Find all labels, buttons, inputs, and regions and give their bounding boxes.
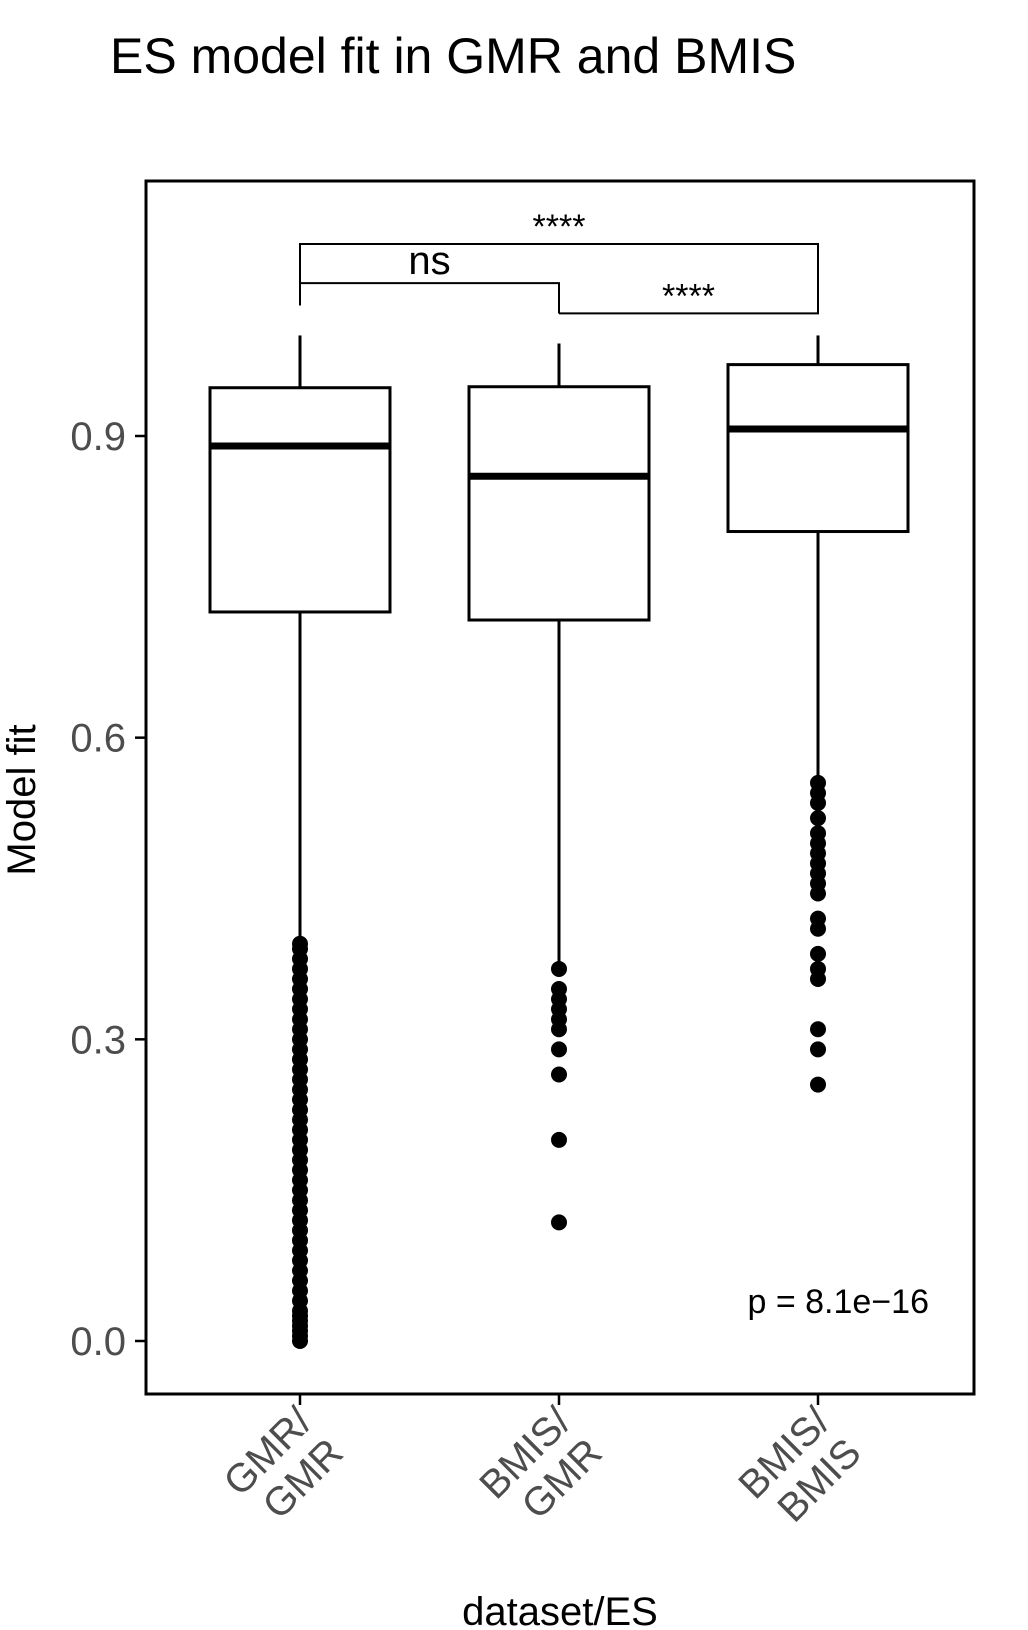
- bracket-line: [299, 282, 560, 314]
- x-axis-title: dataset/ES: [462, 1590, 658, 1630]
- bracket-label: ns: [408, 239, 450, 283]
- bracket: ****: [558, 277, 819, 315]
- outlier-point: [292, 935, 308, 952]
- outlier-point: [551, 1021, 567, 1038]
- iqr-box: [208, 386, 392, 614]
- outlier-point: [810, 1021, 826, 1038]
- y-tick-label: 0.6: [70, 717, 126, 761]
- outlier-point: [551, 1214, 567, 1231]
- p-value-annotation: p = 8.1e−16: [747, 1283, 929, 1321]
- significance-brackets: ns **** ****: [299, 208, 819, 315]
- y-tick-label: 0.0: [70, 1320, 126, 1364]
- bracket: ns: [299, 239, 560, 314]
- box-group: [467, 343, 651, 1231]
- outlier-point: [810, 920, 826, 937]
- bracket-label: ****: [533, 208, 586, 246]
- outlier-point: [810, 810, 826, 827]
- chart-title: ES model fit in GMR and BMIS: [110, 28, 796, 84]
- outlier-point: [810, 1041, 826, 1058]
- outlier-point: [810, 795, 826, 812]
- outlier-point: [551, 960, 567, 977]
- outlier-point: [810, 885, 826, 902]
- bracket: ****: [299, 208, 819, 306]
- boxes: [208, 335, 910, 1349]
- box-group: [208, 335, 392, 1349]
- iqr-box: [726, 363, 910, 534]
- bracket-line: [558, 305, 819, 315]
- bracket-label: ****: [662, 277, 715, 315]
- outlier-point: [810, 971, 826, 987]
- x-axis: GMR/GMR BMIS/GMR BMIS/BMIS: [216, 1394, 870, 1531]
- y-axis-title: Model fit: [0, 724, 44, 875]
- iqr-box: [467, 385, 651, 622]
- box-group: [726, 335, 910, 1093]
- x-tick-label: BMIS/BMIS: [730, 1399, 869, 1531]
- outlier-point: [551, 1041, 567, 1058]
- y-axis: 0.0 0.3 0.6 0.9: [70, 415, 146, 1364]
- bracket-line: [299, 242, 819, 306]
- outlier-point: [810, 945, 826, 962]
- x-tick-label: BMIS/GMR: [471, 1399, 610, 1528]
- outlier-point: [551, 1066, 567, 1083]
- y-tick-label: 0.9: [70, 415, 126, 459]
- x-tick-label: GMR/GMR: [216, 1399, 352, 1528]
- outlier-point: [551, 1131, 567, 1148]
- outlier-point: [810, 1076, 826, 1093]
- y-tick-label: 0.3: [70, 1018, 126, 1062]
